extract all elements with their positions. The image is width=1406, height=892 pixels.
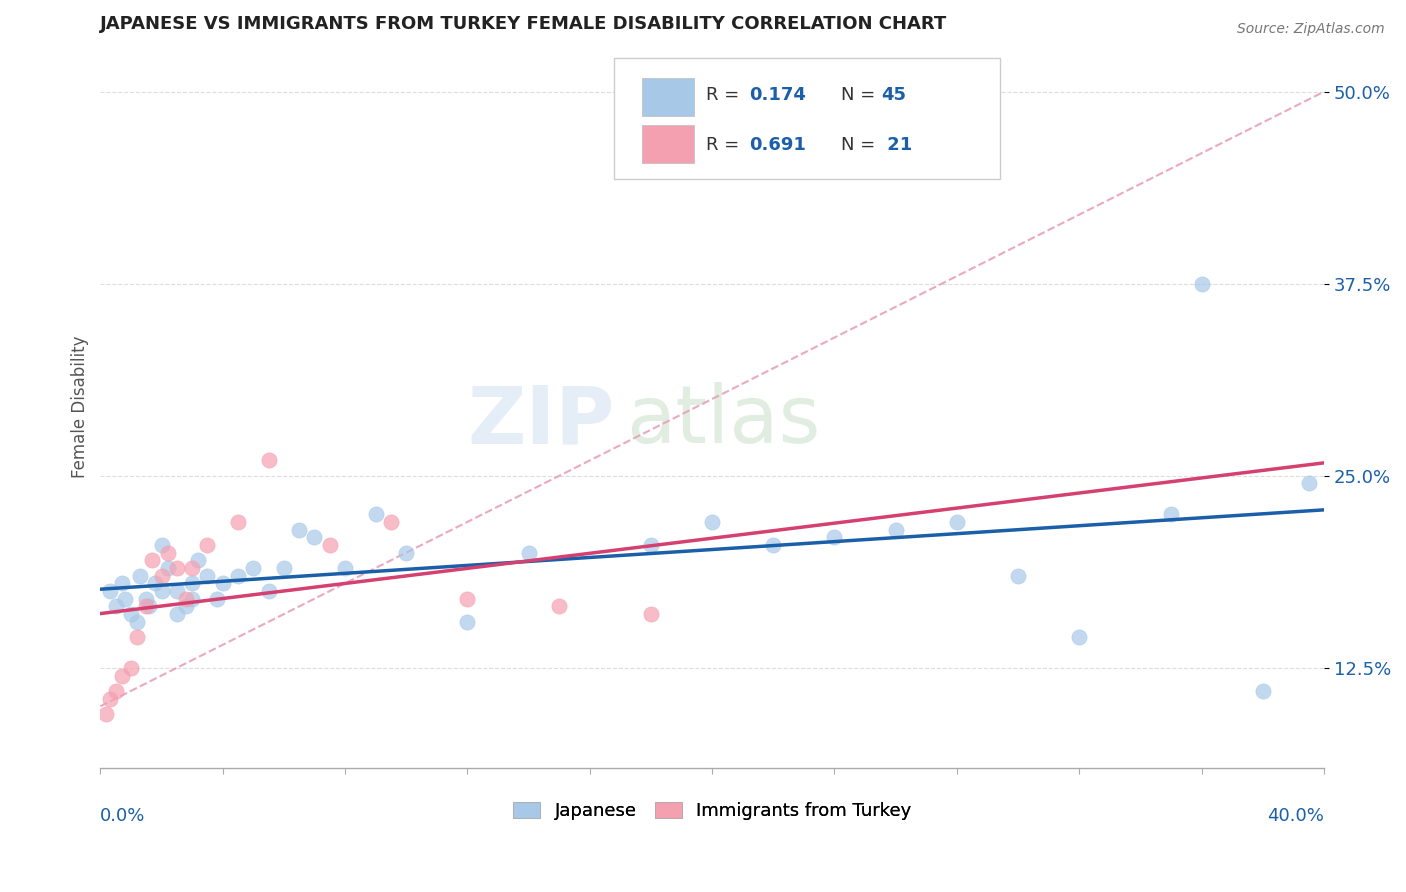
Point — [166, 561, 188, 575]
Text: 0.691: 0.691 — [749, 136, 806, 153]
Point — [824, 530, 846, 544]
Point — [640, 607, 662, 621]
Text: R =: R = — [706, 136, 745, 153]
Point — [226, 515, 249, 529]
Point — [104, 599, 127, 614]
Point — [364, 507, 387, 521]
Point — [125, 630, 148, 644]
Point — [156, 546, 179, 560]
Point — [640, 538, 662, 552]
Point — [548, 599, 571, 614]
Point — [1251, 684, 1274, 698]
Point — [166, 584, 188, 599]
Point — [211, 576, 233, 591]
Point — [205, 591, 228, 606]
Point — [197, 568, 219, 582]
Text: 21: 21 — [882, 136, 912, 153]
Point — [242, 561, 264, 575]
Point — [104, 684, 127, 698]
Point — [1069, 630, 1091, 644]
Text: 40.0%: 40.0% — [1267, 807, 1324, 825]
Point — [174, 591, 197, 606]
Text: N =: N = — [841, 136, 880, 153]
Point — [96, 706, 118, 721]
Point — [700, 515, 723, 529]
Point — [141, 553, 163, 567]
Text: Source: ZipAtlas.com: Source: ZipAtlas.com — [1237, 22, 1385, 37]
Text: atlas: atlas — [627, 382, 821, 460]
Text: N =: N = — [841, 86, 880, 103]
Point — [1191, 277, 1213, 291]
Y-axis label: Female Disability: Female Disability — [72, 335, 89, 478]
Point — [98, 584, 121, 599]
Point — [156, 561, 179, 575]
Point — [1007, 568, 1029, 582]
Point — [111, 576, 134, 591]
Point — [181, 576, 204, 591]
Point — [333, 561, 356, 575]
Point — [226, 568, 249, 582]
Point — [884, 523, 907, 537]
Point — [304, 530, 326, 544]
Point — [125, 615, 148, 629]
Point — [273, 561, 295, 575]
Point — [257, 453, 280, 467]
Point — [145, 576, 167, 591]
Point — [174, 599, 197, 614]
Text: 0.174: 0.174 — [749, 86, 806, 103]
Point — [135, 591, 157, 606]
Text: ZIP: ZIP — [467, 382, 614, 460]
Point — [120, 607, 142, 621]
Text: JAPANESE VS IMMIGRANTS FROM TURKEY FEMALE DISABILITY CORRELATION CHART: JAPANESE VS IMMIGRANTS FROM TURKEY FEMAL… — [100, 15, 948, 33]
FancyBboxPatch shape — [643, 78, 693, 116]
Point — [456, 591, 478, 606]
Point — [150, 584, 173, 599]
Text: 0.0%: 0.0% — [100, 807, 146, 825]
Point — [129, 568, 152, 582]
Point — [946, 515, 969, 529]
Point — [150, 538, 173, 552]
Point — [395, 546, 418, 560]
Point — [257, 584, 280, 599]
Point — [319, 538, 342, 552]
FancyBboxPatch shape — [614, 58, 1000, 179]
Point — [111, 668, 134, 682]
Point — [150, 568, 173, 582]
Point — [120, 661, 142, 675]
Point — [456, 615, 478, 629]
Text: R =: R = — [706, 86, 745, 103]
Point — [166, 607, 188, 621]
Point — [181, 591, 204, 606]
Legend: Japanese, Immigrants from Turkey: Japanese, Immigrants from Turkey — [506, 795, 918, 827]
Point — [138, 599, 160, 614]
FancyBboxPatch shape — [643, 125, 693, 162]
Point — [1160, 507, 1182, 521]
Point — [762, 538, 785, 552]
Point — [135, 599, 157, 614]
Point — [98, 691, 121, 706]
Point — [187, 553, 209, 567]
Point — [181, 561, 204, 575]
Point — [114, 591, 136, 606]
Point — [380, 515, 402, 529]
Point — [288, 523, 311, 537]
Point — [517, 546, 540, 560]
Text: 45: 45 — [882, 86, 905, 103]
Point — [1298, 476, 1320, 491]
Point — [197, 538, 219, 552]
